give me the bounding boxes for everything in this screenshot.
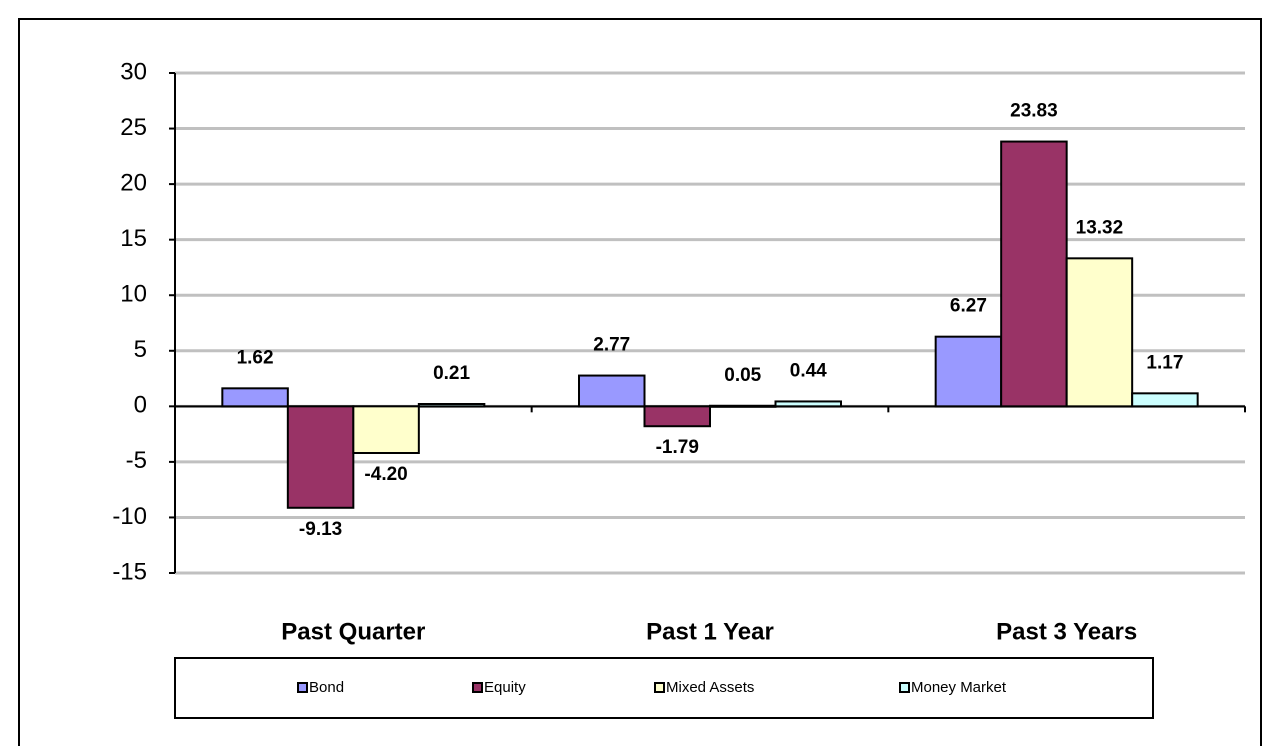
data-label: 0.05 — [724, 365, 761, 386]
bar — [417, 403, 486, 408]
bar — [578, 374, 646, 408]
bar — [352, 405, 420, 455]
legend-label: Mixed Assets — [666, 679, 754, 696]
legend-label: Bond — [309, 679, 344, 696]
y-tick-label: -5 — [126, 447, 147, 474]
data-label: -1.79 — [656, 437, 699, 458]
x-tick-label: Past 3 Years — [996, 618, 1137, 645]
bar — [774, 400, 842, 408]
y-tick-label: 20 — [120, 169, 147, 196]
data-label: -4.20 — [364, 464, 407, 485]
bar — [934, 335, 1003, 408]
data-label: 1.62 — [237, 347, 274, 368]
bar — [221, 387, 289, 408]
data-label: 2.77 — [593, 335, 630, 356]
x-tick-label: Past Quarter — [281, 618, 425, 645]
bar — [1065, 257, 1134, 408]
legend-swatch — [472, 682, 483, 693]
bar — [286, 405, 355, 509]
y-tick-label: 0 — [134, 392, 147, 419]
y-tick-label: 15 — [120, 225, 147, 252]
legend-swatch — [654, 682, 665, 693]
y-tick-label: 10 — [120, 281, 147, 308]
legend-swatch — [297, 682, 308, 693]
bar — [709, 404, 777, 408]
y-tick-label: 5 — [134, 336, 147, 363]
y-tick-label: 30 — [120, 58, 147, 85]
data-label: 0.44 — [790, 360, 827, 381]
data-label: 6.27 — [950, 296, 987, 317]
legend-label: Equity — [484, 679, 526, 696]
x-tick-label: Past 1 Year — [646, 618, 774, 645]
data-label: 1.17 — [1146, 352, 1183, 373]
data-label: 23.83 — [1010, 101, 1058, 122]
legend-swatch — [899, 682, 910, 693]
y-tick-label: -10 — [112, 503, 147, 530]
bar — [1000, 140, 1068, 408]
data-label: 13.32 — [1076, 217, 1124, 238]
bar — [1131, 392, 1199, 408]
data-label: -9.13 — [299, 519, 342, 540]
bar — [643, 405, 711, 428]
y-tick-label: 25 — [120, 114, 147, 141]
legend-label: Money Market — [911, 679, 1007, 696]
data-label: 0.21 — [433, 363, 470, 384]
y-tick-label: -15 — [112, 558, 147, 585]
